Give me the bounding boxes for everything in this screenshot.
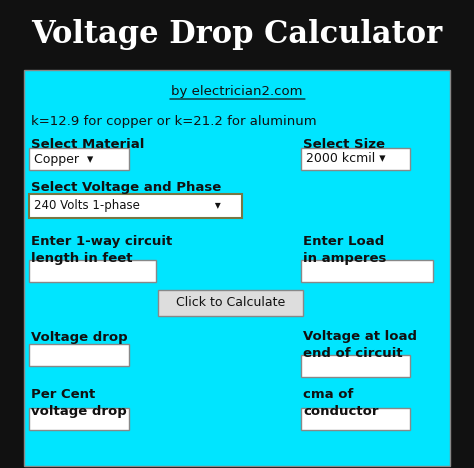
Text: Per Cent
voltage drop: Per Cent voltage drop: [31, 388, 127, 418]
Text: 240 Volts 1-phase                    ▾: 240 Volts 1-phase ▾: [34, 199, 220, 212]
FancyBboxPatch shape: [24, 70, 450, 466]
Text: Select Material: Select Material: [31, 138, 145, 151]
FancyBboxPatch shape: [301, 260, 433, 282]
Text: Voltage at load
end of circuit: Voltage at load end of circuit: [303, 330, 417, 360]
FancyBboxPatch shape: [301, 355, 410, 377]
Text: 2000 kcmil ▾: 2000 kcmil ▾: [306, 153, 385, 166]
FancyBboxPatch shape: [29, 344, 129, 366]
Text: Copper  ▾: Copper ▾: [34, 153, 93, 166]
Text: Enter 1-way circuit
length in feet: Enter 1-way circuit length in feet: [31, 235, 172, 265]
FancyBboxPatch shape: [29, 148, 129, 170]
FancyBboxPatch shape: [29, 194, 242, 218]
Text: Voltage drop: Voltage drop: [31, 331, 128, 344]
FancyBboxPatch shape: [158, 290, 303, 316]
FancyBboxPatch shape: [301, 408, 410, 430]
FancyBboxPatch shape: [29, 260, 156, 282]
Text: by electrician2.com: by electrician2.com: [171, 86, 303, 98]
FancyBboxPatch shape: [301, 148, 410, 170]
Text: Click to Calculate: Click to Calculate: [176, 297, 285, 309]
Text: Enter Load
in amperes: Enter Load in amperes: [303, 235, 387, 265]
FancyBboxPatch shape: [22, 0, 452, 70]
Text: Select Size: Select Size: [303, 138, 385, 151]
Text: Select Voltage and Phase: Select Voltage and Phase: [31, 182, 221, 195]
Text: cma of
conductor: cma of conductor: [303, 388, 379, 418]
Text: k=12.9 for copper or k=21.2 for aluminum: k=12.9 for copper or k=21.2 for aluminum: [31, 116, 317, 129]
FancyBboxPatch shape: [29, 408, 129, 430]
Text: Voltage Drop Calculator: Voltage Drop Calculator: [31, 20, 443, 51]
